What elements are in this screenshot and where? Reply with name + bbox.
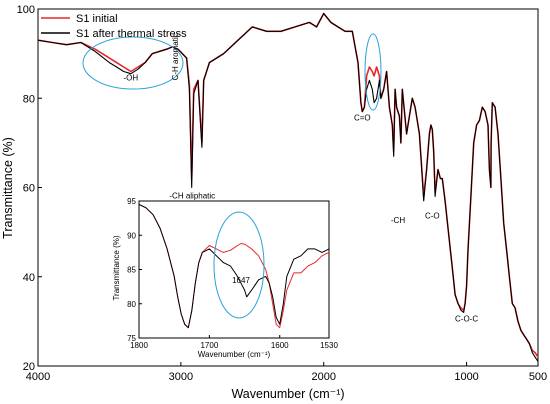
y-axis-label: Transmittance (%) — [1, 137, 15, 239]
x-tick-label: 500 — [529, 371, 547, 383]
inset-x-tick-label: 1700 — [200, 341, 218, 350]
inset-peak-label: 1647 — [232, 276, 250, 285]
inset-axis-ticks: 1800 1700 1600 1530 95 90 85 80 75 — [127, 197, 338, 350]
inset-y-axis-label: Transmittance (%) — [112, 235, 121, 300]
annotation-label: C-H aromatic — [171, 33, 180, 80]
main-axis-ticks: 4000 3000 2000 1000 500 100 80 60 40 20 — [17, 4, 548, 383]
inset-x-axis-label: Wavenumber (cm⁻¹) — [198, 350, 271, 359]
carbonyl-highlight-ellipse — [364, 33, 382, 111]
oh-highlight-ellipse — [82, 36, 184, 90]
inset-y-tick-label: 80 — [127, 300, 136, 309]
annotation-label: C-O-C — [455, 314, 478, 323]
legend-label-s1-initial: S1 initial — [76, 13, 118, 25]
inset-y-tick-label: 95 — [127, 197, 136, 206]
y-tick-label: 20 — [23, 361, 35, 373]
y-tick-label: 60 — [23, 183, 35, 195]
inset-chart: 1800 1700 1600 1530 95 90 85 80 75 1647 Wavenumb… — [112, 197, 338, 359]
annotation-label: C=O — [354, 114, 371, 123]
inset-x-tick-label: 1530 — [320, 341, 338, 350]
inset-1647-highlight-ellipse — [213, 211, 265, 319]
x-tick-label: 2000 — [311, 371, 335, 383]
inset-y-tick-label: 90 — [127, 231, 136, 240]
x-tick-label: 1000 — [454, 371, 478, 383]
legend: S1 initial S1 after thermal stress — [41, 13, 187, 40]
y-tick-label: 40 — [23, 272, 35, 284]
inset-x-tick-label: 1600 — [271, 341, 289, 350]
x-tick-label: 3000 — [169, 371, 193, 383]
annotation-label: -CH — [391, 216, 405, 225]
x-axis-label: Wavenumber (cm⁻¹) — [231, 387, 344, 401]
inset-x-tick-label: 1800 — [130, 341, 148, 350]
annotation-label: C-O — [425, 212, 440, 221]
legend-label-s1-after: S1 after thermal stress — [76, 28, 187, 40]
inset-y-tick-label: 85 — [127, 266, 136, 275]
y-tick-label: 80 — [23, 93, 35, 105]
main-series-group — [37, 12, 539, 362]
inset-series-group — [138, 203, 330, 329]
x-tick-label: 4000 — [26, 371, 50, 383]
series-line-1 — [37, 12, 539, 362]
y-tick-label: 100 — [17, 4, 35, 16]
annotation-label: -CH aliphatic — [169, 192, 215, 201]
inset-y-tick-label: 75 — [127, 334, 136, 343]
annotation-label: -OH — [124, 73, 139, 82]
inset-series-line-1 — [138, 203, 330, 329]
peak-annotations: -OH C-H aromatic -CH aliphatic C=O -CH C-O C-O… — [124, 33, 479, 323]
inset-frame — [138, 200, 330, 339]
